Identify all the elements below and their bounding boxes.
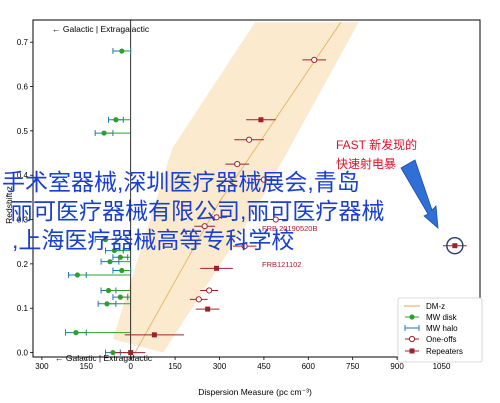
mw-disk-point bbox=[113, 117, 119, 123]
repeater-point bbox=[151, 332, 157, 338]
x-tick-label: 750 bbox=[346, 362, 360, 371]
overlay-line2: 丽可医疗器械有限公司,丽可医疗器械 bbox=[10, 198, 384, 224]
x-tick-label: 150 bbox=[80, 362, 94, 371]
overlay-text: 手术室器械,深圳医疗器械展会,青岛 丽可医疗器械有限公司,丽可医疗器械 ,上海医… bbox=[2, 169, 384, 253]
legend-halo-marker bbox=[404, 325, 420, 331]
mw-disk-point bbox=[110, 349, 116, 356]
x-tick-label: 300 bbox=[35, 362, 49, 371]
repeater-point bbox=[452, 243, 458, 249]
legend-dmz-label: DM-z bbox=[426, 302, 445, 311]
x-axis-label: Dispersion Measure (pc cm⁻³) bbox=[198, 387, 312, 397]
y-tick-label: 0.7 bbox=[17, 38, 29, 47]
one-off-point bbox=[234, 161, 241, 168]
x-tick-label: 150 bbox=[168, 362, 182, 371]
legend-repeater-label: Repeaters bbox=[426, 347, 463, 356]
x-tick-label: 900 bbox=[390, 362, 404, 371]
overlay-line3: ,上海医疗器械高等专科学校 bbox=[12, 227, 294, 253]
one-off-point bbox=[241, 243, 248, 250]
y-tick-label: 0.3 bbox=[17, 216, 29, 225]
one-off-point bbox=[206, 287, 213, 294]
mw-disk-point bbox=[107, 259, 113, 265]
mw-disk-point bbox=[119, 48, 125, 54]
legend-oneoff-marker bbox=[408, 335, 416, 343]
mw-disk-point bbox=[117, 254, 123, 260]
fast-annotation-line2: 快速射电暴 bbox=[336, 156, 396, 171]
dmz-band bbox=[112, 22, 359, 353]
mw-disk-point bbox=[117, 294, 123, 300]
mw-disk-point bbox=[102, 236, 109, 243]
arrow-icon bbox=[400, 159, 439, 229]
dmz-line bbox=[134, 21, 342, 353]
repeater-point bbox=[205, 306, 211, 312]
ticks-layer: 300 150 0 150 300 450 600 750 900 1050 0.0 0.1 0.2 0.… bbox=[17, 38, 451, 371]
mw-disk-point bbox=[119, 267, 125, 274]
one-off-point bbox=[201, 223, 208, 230]
legend-oneoff-label: One-offs bbox=[426, 335, 457, 344]
one-off-point bbox=[311, 56, 318, 64]
y-tick-label: 0.6 bbox=[17, 83, 29, 92]
frb121102-label: FRB121102 bbox=[262, 260, 301, 269]
x-tick-label: 0 bbox=[128, 362, 133, 371]
mw-disk-point bbox=[104, 301, 110, 307]
fast-annotation-line1: FAST 新发现的 bbox=[336, 137, 417, 152]
legend-repeater-marker bbox=[409, 348, 415, 354]
repeater-point bbox=[128, 350, 134, 356]
y-tick-label: 0.1 bbox=[17, 304, 29, 313]
highlight-circle bbox=[446, 237, 464, 255]
dmz-band-layer bbox=[112, 21, 359, 353]
mw-disk-point bbox=[74, 272, 81, 278]
mw-disk-point bbox=[73, 330, 79, 336]
frb-upper-label: FRB 20190520B bbox=[262, 224, 317, 233]
mw-disk-point bbox=[111, 247, 118, 254]
repeater-point bbox=[214, 265, 220, 271]
x-tick-label: 600 bbox=[302, 362, 316, 371]
axes-layer bbox=[32, 19, 481, 358]
one-off-point bbox=[213, 214, 220, 221]
x-tick-label: 450 bbox=[257, 362, 271, 371]
y-tick-label: 0.0 bbox=[17, 349, 29, 358]
legend-disk-label: MW disk bbox=[426, 313, 458, 322]
overlay-line1: 手术室器械,深圳医疗器械展会,青岛 bbox=[2, 169, 360, 195]
x-tick-label: 300 bbox=[213, 362, 227, 371]
legend-disk-marker bbox=[409, 314, 415, 320]
one-off-point bbox=[272, 216, 279, 223]
y-tick-label: 0.2 bbox=[17, 260, 29, 269]
legend-halo-label: MW halo bbox=[426, 324, 458, 333]
x-tick-label: 1050 bbox=[433, 362, 451, 371]
one-off-point bbox=[195, 296, 202, 303]
mw-disk-point bbox=[105, 287, 112, 294]
one-off-point bbox=[260, 176, 268, 183]
plot-frame bbox=[32, 19, 481, 358]
one-off-point bbox=[245, 136, 253, 143]
legend: DM-z MW disk MW halo One-offs Repeaters bbox=[397, 297, 483, 363]
repeater-point bbox=[258, 117, 264, 123]
y-tick-label: 0.5 bbox=[17, 127, 29, 136]
y-tick-label: 0.4 bbox=[17, 171, 29, 180]
top-arrow-label: ← Galactic | Extragalactic bbox=[52, 24, 150, 34]
series-layer bbox=[65, 48, 467, 356]
mw-disk-point bbox=[101, 130, 107, 136]
bottom-arrow-label: ← Galactic | Extragalactic bbox=[55, 353, 153, 363]
y-axis-label: Redshift z bbox=[4, 186, 14, 224]
